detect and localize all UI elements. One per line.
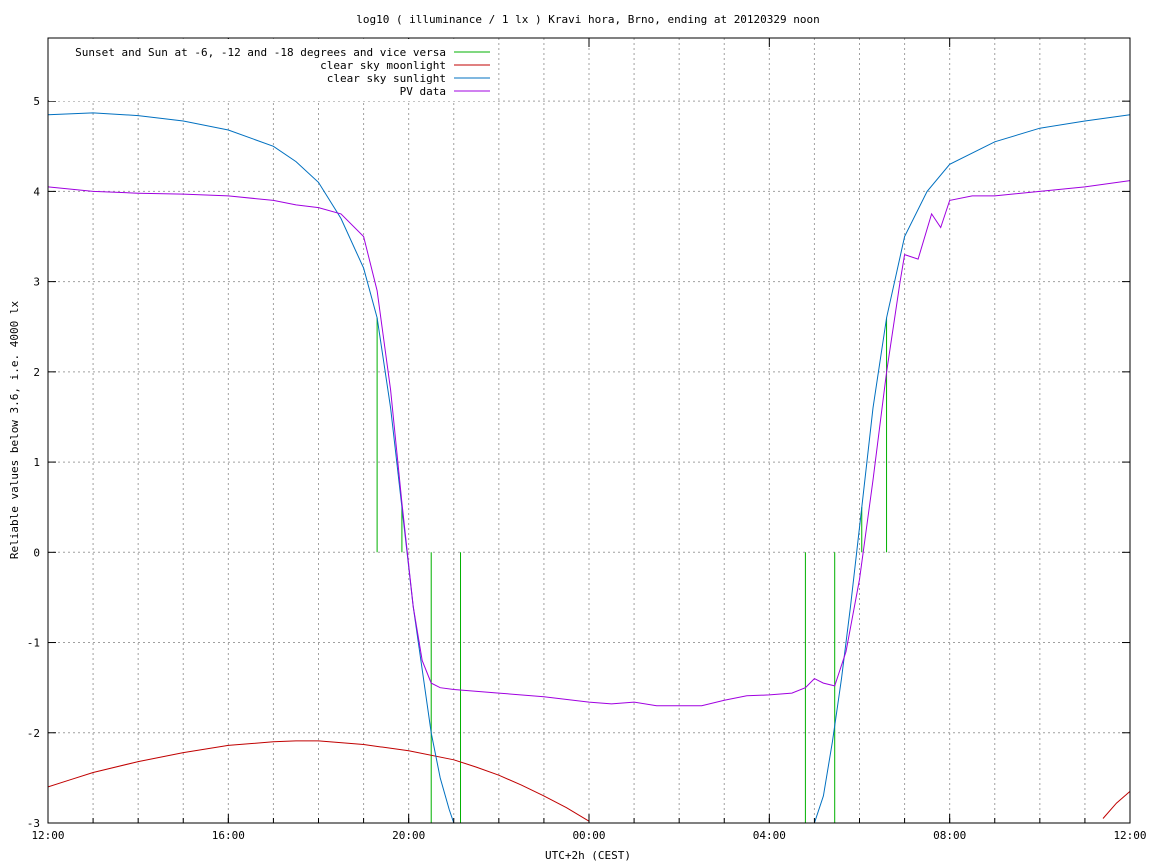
- y-tick-label: 4: [33, 185, 40, 198]
- legend-label: PV data: [400, 85, 446, 98]
- legend: Sunset and Sun at -6, -12 and -18 degree…: [49, 39, 498, 101]
- moonlight-line: [48, 740, 590, 822]
- y-tick-label: 3: [33, 276, 40, 289]
- plot-area: [48, 112, 1130, 823]
- y-tick-label: -2: [27, 727, 40, 740]
- x-tick-label: 08:00: [933, 829, 966, 842]
- y-tick-label: -3: [27, 817, 40, 830]
- x-tick-label: 12:00: [31, 829, 64, 842]
- grid: [48, 38, 1130, 823]
- y-tick-label: 0: [33, 546, 40, 559]
- y-tick-label: -1: [27, 637, 40, 650]
- legend-background: [49, 39, 498, 101]
- pv-data-line: [48, 180, 1130, 707]
- legend-label: clear sky sunlight: [327, 72, 446, 85]
- x-tick-label: 12:00: [1113, 829, 1146, 842]
- y-tick-label: 2: [33, 366, 40, 379]
- legend-label: clear sky moonlight: [320, 59, 446, 72]
- x-tick-label: 00:00: [572, 829, 605, 842]
- chart-title: log10 ( illuminance / 1 lx ) Kravi hora,…: [356, 13, 820, 26]
- sunlight-line: [48, 112, 455, 823]
- y-tick-label: 5: [33, 95, 40, 108]
- x-tick-label: 16:00: [212, 829, 245, 842]
- moonlight-line: [1102, 791, 1130, 819]
- y-tick-label: 1: [33, 456, 40, 469]
- x-tick-label: 04:00: [753, 829, 786, 842]
- x-tick-label: 20:00: [392, 829, 425, 842]
- y-axis-label: Reliable values below 3.6, i.e. 4000 lx: [8, 300, 21, 559]
- legend-label: Sunset and Sun at -6, -12 and -18 degree…: [75, 46, 446, 59]
- x-axis-label: UTC+2h (CEST): [545, 849, 631, 862]
- axis-ticks: -3 -2 -1 0 1 2 3 4 5 12:00 16:00 20:00 00:00 04:00 08:…: [27, 38, 1147, 842]
- sunlight-line: [813, 114, 1130, 823]
